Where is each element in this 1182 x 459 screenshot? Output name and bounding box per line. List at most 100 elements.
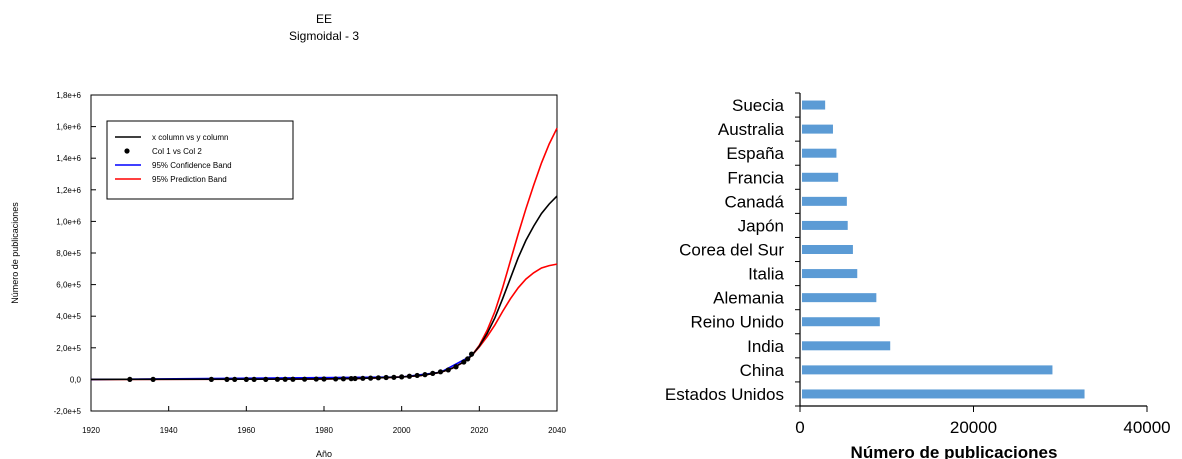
scatter-point <box>321 376 327 382</box>
category-label: Reino Unido <box>690 313 784 332</box>
chart-title: EE <box>316 12 332 26</box>
scatter-point <box>368 375 374 381</box>
y-tick-label: 1,6e+6 <box>56 123 81 132</box>
bar <box>802 365 1053 375</box>
scatter-point <box>399 374 405 380</box>
legend: x column vs y column Col 1 vs Col 2 95% Co… <box>106 120 294 200</box>
plot-series <box>90 127 558 382</box>
scatter-point <box>348 376 354 382</box>
bar <box>802 124 833 134</box>
category-label: Estados Unidos <box>665 385 784 404</box>
scatter-point <box>422 372 428 378</box>
scatter-point <box>263 376 269 382</box>
legend-label: x column vs y column <box>152 133 228 142</box>
x-tick-label: 2000 <box>393 426 411 435</box>
x-tick-label: 40000 <box>1123 418 1170 437</box>
scatter-point <box>391 374 397 380</box>
category-label: Francia <box>727 168 784 187</box>
scatter-point <box>453 364 459 370</box>
bar <box>802 245 853 254</box>
category-label: Canadá <box>724 192 784 211</box>
scatter-point <box>232 376 238 382</box>
y-axis-label: Número de publicaciones <box>10 202 20 304</box>
x-tick-label: 2040 <box>548 426 566 435</box>
y-tick-label: 6,0e+5 <box>56 281 81 290</box>
country-bar-chart: Suecia Australia España Francia Canadá Japón C… <box>665 92 1171 459</box>
scatter-point <box>274 376 280 382</box>
x-tick-label: 1980 <box>315 426 333 435</box>
category-label: Suecia <box>732 96 785 115</box>
legend-box <box>106 120 294 200</box>
scatter-point <box>301 376 308 382</box>
scatter-point <box>340 376 347 382</box>
y-tick-label: 1,2e+6 <box>56 186 81 195</box>
scatter-point <box>313 376 319 382</box>
scatter-point <box>290 376 296 382</box>
y-tick-label: -2,0e+5 <box>54 407 82 416</box>
scatter-point <box>465 356 471 362</box>
x-tick-label: 1940 <box>160 426 178 435</box>
scatter-point <box>445 367 451 373</box>
scatter-point <box>150 376 156 382</box>
scatter-point <box>243 376 249 382</box>
category-label: España <box>726 144 784 163</box>
category-label: China <box>740 361 785 380</box>
y-tick-label: 4,0e+5 <box>56 312 81 321</box>
x-tick-label: 20000 <box>950 418 997 437</box>
category-label: Japón <box>738 216 784 235</box>
y-tick-label: 0,0 <box>70 375 82 384</box>
scatter-point <box>461 359 467 365</box>
scatter-point <box>352 375 358 382</box>
category-label: Australia <box>718 120 785 139</box>
x-axis-label: Año <box>316 449 332 459</box>
scatter-point <box>282 376 288 382</box>
scatter-point <box>383 374 389 381</box>
scatter-point <box>437 369 444 375</box>
y-tick-label: 2,0e+5 <box>56 344 81 353</box>
scatter-point <box>430 370 436 376</box>
bar <box>802 220 848 230</box>
x-axis-label: Número de publicaciones <box>851 443 1058 459</box>
sigmoidal-line-chart: EE Sigmoidal - 3 1920 1940 1960 1980 2000 202… <box>10 12 566 459</box>
series-line <box>90 263 558 381</box>
y-tick-label: 8,0e+5 <box>56 249 81 258</box>
category-label: India <box>747 337 784 356</box>
scatter-point <box>375 375 381 381</box>
scatter-point <box>468 351 475 357</box>
scatter-point <box>208 376 214 382</box>
bars <box>802 100 1085 399</box>
x-tick-label: 1960 <box>237 426 255 435</box>
category-label: Italia <box>748 265 784 284</box>
scatter-point <box>127 376 133 382</box>
y-tick-label: 1,0e+6 <box>56 217 81 226</box>
bar <box>802 148 837 158</box>
legend-label: 95% Confidence Band <box>152 161 232 170</box>
chart-subtitle: Sigmoidal - 3 <box>289 29 359 43</box>
x-tick-label: 0 <box>795 418 804 437</box>
y-tick-label: 1,4e+6 <box>56 154 81 163</box>
axes: Suecia Australia España Francia Canadá Japón C… <box>665 92 1171 437</box>
legend-label: Col 1 vs Col 2 <box>152 147 202 156</box>
bar <box>802 293 877 303</box>
bar <box>802 196 847 206</box>
bar <box>802 172 839 182</box>
scatter-point <box>406 373 413 379</box>
legend-label: 95% Prediction Band <box>152 175 227 184</box>
scatter-point <box>333 376 339 382</box>
x-tick-label: 1920 <box>82 426 100 435</box>
y-tick-label: 1,8e+6 <box>56 91 81 100</box>
scatter-point <box>224 376 230 382</box>
bar <box>802 317 880 327</box>
legend-marker-dot <box>124 148 130 154</box>
scatter-point <box>414 372 420 379</box>
scatter-point <box>251 376 257 382</box>
bar <box>802 389 1085 399</box>
category-label: Corea del Sur <box>679 241 784 260</box>
bar <box>802 341 891 351</box>
bar <box>802 269 858 279</box>
series-line <box>90 195 558 381</box>
bar <box>802 100 826 110</box>
category-label: Alemania <box>713 289 784 308</box>
x-tick-label: 2020 <box>470 426 488 435</box>
scatter-point <box>360 375 366 381</box>
